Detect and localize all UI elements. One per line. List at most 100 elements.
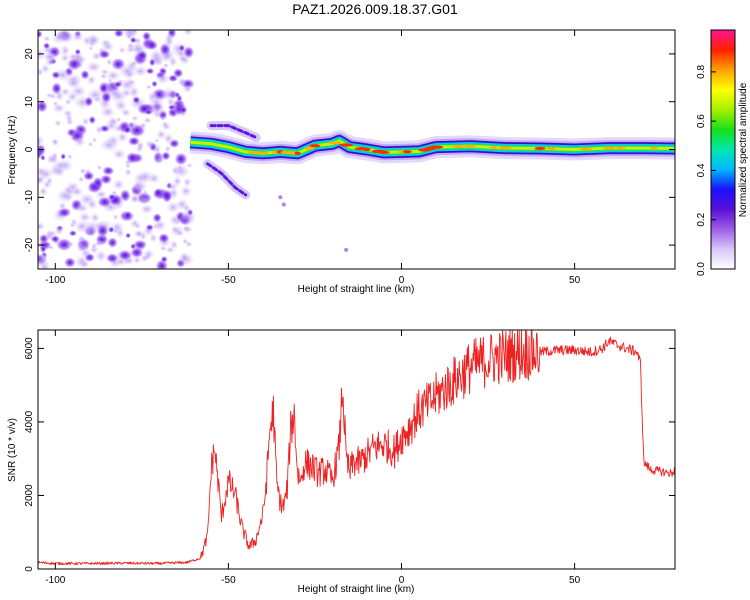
noise-blob (163, 132, 174, 145)
noise-blob (81, 116, 90, 126)
noise-blob (182, 30, 194, 36)
noise-blob (175, 198, 189, 211)
noise-blob (50, 30, 67, 45)
noise-blob (124, 211, 132, 220)
noise-blob (86, 198, 98, 211)
noise-blob (76, 235, 87, 243)
colorbar: 0.0 0.2 0.4 0.6 0.8 Normalized spectral ampl… (696, 29, 749, 276)
isolated-dot (281, 202, 286, 207)
noise-blob (176, 94, 183, 103)
ridge-hotspot (271, 150, 278, 154)
noise-blob (87, 141, 94, 148)
noise-blob (38, 221, 46, 231)
noise-blob (38, 143, 47, 157)
spectrogram-y-tick-label: -10 (24, 190, 35, 205)
colorbar-label: Normalized spectral amplitude (738, 82, 749, 217)
chart-title: PAZ1.2026.009.18.37.G01 (292, 1, 458, 17)
noise-blob (153, 188, 163, 198)
noise-blob (105, 58, 113, 66)
noise-blob (137, 169, 154, 184)
spectrogram-y-axis-label: Frequency (Hz) (7, 116, 18, 185)
noise-blob (164, 145, 171, 153)
noise-blob (145, 84, 152, 90)
noise-blob (99, 174, 113, 185)
noise-blob (117, 249, 133, 261)
ridge-hotspot (328, 141, 342, 145)
noise-blob (139, 195, 150, 205)
noise-blob (40, 252, 49, 261)
noise-blob (78, 176, 85, 183)
colorbar-tick-label: 0.2 (696, 212, 707, 226)
noise-blob (86, 33, 101, 46)
isolated-dot (278, 195, 283, 200)
ridge-hotspot (294, 151, 301, 155)
noise-blob (152, 212, 162, 223)
noise-blob (160, 255, 168, 263)
noise-blob (182, 225, 193, 234)
ridge-hotspot (378, 150, 390, 154)
noise-blob (94, 240, 103, 247)
noise-blob (63, 257, 76, 268)
ridge-hotspot (363, 147, 371, 152)
noise-blob (39, 244, 47, 254)
noise-blob (112, 178, 125, 191)
ridge-hotspot (429, 145, 444, 149)
noise-blob (166, 97, 176, 108)
noise-blob (88, 45, 94, 51)
noise-blob (176, 164, 184, 171)
noise-blob (180, 209, 193, 224)
ridge-hotspot (402, 150, 412, 154)
noise-blob (178, 44, 185, 52)
noise-blob (145, 67, 155, 75)
noise-blob (113, 30, 124, 38)
snr-x-tick-label: 0 (399, 575, 405, 586)
noise-blob (45, 52, 58, 63)
ridge-hotspot (257, 151, 269, 155)
noise-blob (182, 84, 193, 93)
noise-blob (59, 44, 71, 57)
noise-blob (49, 153, 59, 164)
spectrogram-y-tick-label: 0 (24, 146, 35, 152)
noise-blob (51, 81, 63, 95)
noise-blob (178, 55, 187, 62)
noise-blob (133, 228, 145, 239)
noise-blob (81, 220, 101, 236)
noise-blob (126, 120, 138, 130)
colorbar-tick-label: 0.6 (696, 114, 707, 128)
noise-blob (182, 237, 189, 245)
noise-blob (155, 153, 166, 165)
noise-blob (43, 229, 55, 243)
snr-y-tick-label: 6000 (24, 337, 35, 360)
spectrogram-x-tick-label: 0 (399, 275, 405, 286)
noise-blob (38, 186, 48, 197)
noise-blob (125, 232, 131, 239)
secondary-branches (203, 121, 349, 252)
noise-blob (80, 69, 90, 80)
noise-blob (145, 39, 159, 51)
noise-blob (160, 115, 166, 121)
noise-blob (132, 179, 143, 192)
noise-blob (107, 226, 115, 234)
noise-blob (101, 166, 115, 176)
ridge-hotspot (547, 147, 556, 151)
noise-blob (174, 152, 188, 166)
noise-blob (171, 163, 191, 179)
snr-x-axis-label: Height of straight line (km) (298, 584, 415, 595)
snr-x-tick-label: -50 (221, 575, 236, 586)
noise-blob (69, 186, 85, 197)
snr-line (38, 330, 675, 566)
noise-blob (82, 171, 95, 181)
noise-blob (95, 189, 108, 200)
noise-blob (53, 165, 66, 178)
noise-blob (96, 164, 103, 171)
noise-blob (55, 188, 74, 203)
snr-x-tick-label: -100 (45, 575, 65, 586)
spectrogram-x-axis-label: Height of straight line (km) (298, 284, 415, 295)
isolated-dot (344, 247, 349, 252)
ridge-hotspot (309, 144, 321, 148)
noise-blob (168, 56, 178, 68)
noise-blob (162, 62, 170, 69)
noise-blob (154, 138, 160, 144)
noise-blob (176, 230, 185, 237)
